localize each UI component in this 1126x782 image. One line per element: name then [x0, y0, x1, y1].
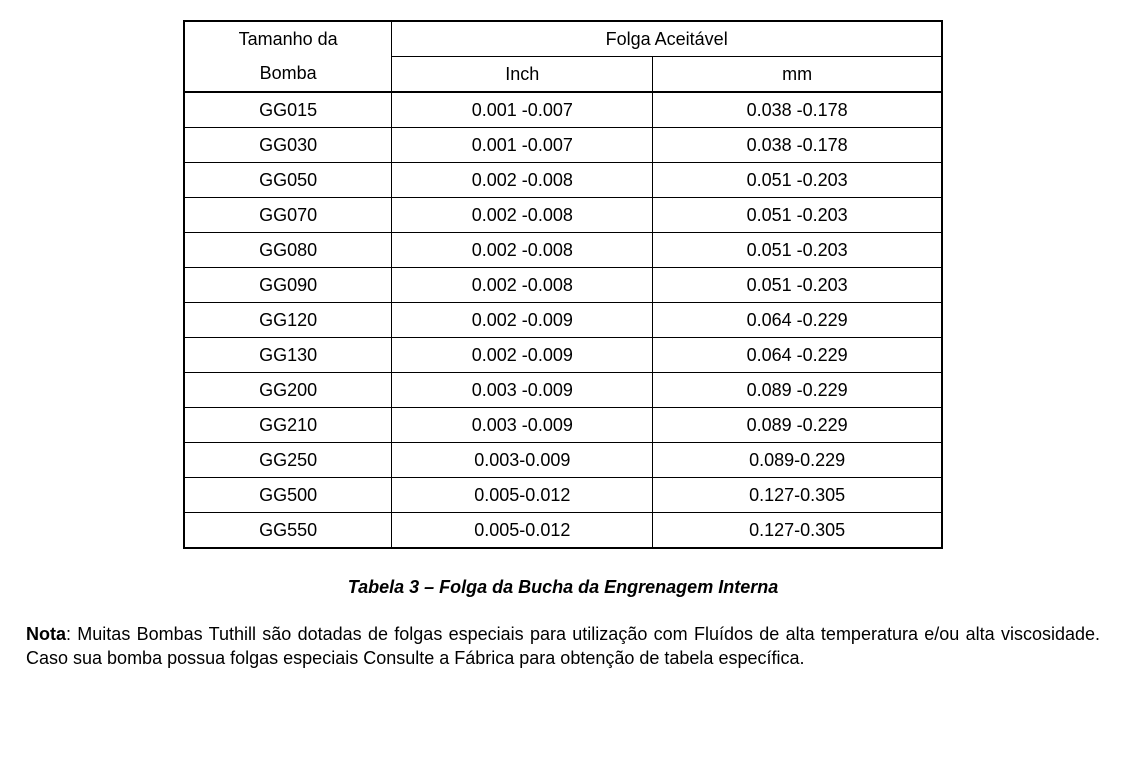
cell-pumpsize: GG250 — [184, 443, 392, 478]
cell-inch: 0.002 -0.009 — [392, 338, 653, 373]
cell-pumpsize: GG210 — [184, 408, 392, 443]
note-paragraph: Nota: Muitas Bombas Tuthill são dotadas … — [26, 622, 1100, 671]
note-text: : Muitas Bombas Tuthill são dotadas de f… — [26, 624, 1100, 668]
cell-inch: 0.002 -0.008 — [392, 198, 653, 233]
table-caption: Tabela 3 – Folga da Bucha da Engrenagem … — [20, 577, 1106, 598]
cell-mm: 0.089 -0.229 — [653, 408, 942, 443]
cell-mm: 0.127-0.305 — [653, 513, 942, 549]
cell-mm: 0.051 -0.203 — [653, 198, 942, 233]
table-container: Tamanho daFolga AceitávelBombaInchmmGG01… — [20, 20, 1106, 549]
table-row: GG0800.002 -0.0080.051 -0.203 — [184, 233, 942, 268]
cell-pumpsize: GG200 — [184, 373, 392, 408]
cell-pumpsize: GG050 — [184, 163, 392, 198]
header-clearance: Folga Aceitável — [392, 21, 942, 57]
cell-pumpsize: GG070 — [184, 198, 392, 233]
clearance-table: Tamanho daFolga AceitávelBombaInchmmGG01… — [183, 20, 943, 549]
table-row: GG1300.002 -0.0090.064 -0.229 — [184, 338, 942, 373]
table-row: GG0500.002 -0.0080.051 -0.203 — [184, 163, 942, 198]
cell-pumpsize: GG120 — [184, 303, 392, 338]
table-row: GG0700.002 -0.0080.051 -0.203 — [184, 198, 942, 233]
note-label: Nota — [26, 624, 66, 644]
header-pumpsize-line1: Tamanho da — [184, 21, 392, 57]
cell-pumpsize: GG550 — [184, 513, 392, 549]
cell-inch: 0.005-0.012 — [392, 478, 653, 513]
cell-mm: 0.089 -0.229 — [653, 373, 942, 408]
cell-inch: 0.003 -0.009 — [392, 408, 653, 443]
cell-inch: 0.002 -0.008 — [392, 233, 653, 268]
cell-pumpsize: GG500 — [184, 478, 392, 513]
table-row: GG0150.001 -0.0070.038 -0.178 — [184, 92, 942, 128]
cell-inch: 0.003 -0.009 — [392, 373, 653, 408]
cell-mm: 0.064 -0.229 — [653, 303, 942, 338]
cell-inch: 0.001 -0.007 — [392, 92, 653, 128]
table-row: GG0300.001 -0.0070.038 -0.178 — [184, 128, 942, 163]
header-mm: mm — [653, 57, 942, 93]
cell-inch: 0.002 -0.009 — [392, 303, 653, 338]
cell-mm: 0.089-0.229 — [653, 443, 942, 478]
cell-mm: 0.051 -0.203 — [653, 163, 942, 198]
cell-mm: 0.064 -0.229 — [653, 338, 942, 373]
table-row: GG5500.005-0.0120.127-0.305 — [184, 513, 942, 549]
table-row: GG5000.005-0.0120.127-0.305 — [184, 478, 942, 513]
header-pumpsize-line2: Bomba — [184, 57, 392, 93]
cell-inch: 0.002 -0.008 — [392, 163, 653, 198]
cell-pumpsize: GG015 — [184, 92, 392, 128]
cell-pumpsize: GG090 — [184, 268, 392, 303]
table-row: GG1200.002 -0.0090.064 -0.229 — [184, 303, 942, 338]
table-row: GG2000.003 -0.0090.089 -0.229 — [184, 373, 942, 408]
cell-mm: 0.038 -0.178 — [653, 128, 942, 163]
cell-inch: 0.005-0.012 — [392, 513, 653, 549]
cell-pumpsize: GG030 — [184, 128, 392, 163]
cell-inch: 0.001 -0.007 — [392, 128, 653, 163]
cell-mm: 0.051 -0.203 — [653, 268, 942, 303]
table-row: GG0900.002 -0.0080.051 -0.203 — [184, 268, 942, 303]
cell-pumpsize: GG080 — [184, 233, 392, 268]
table-row: GG2100.003 -0.0090.089 -0.229 — [184, 408, 942, 443]
cell-mm: 0.051 -0.203 — [653, 233, 942, 268]
cell-inch: 0.003-0.009 — [392, 443, 653, 478]
header-inch: Inch — [392, 57, 653, 93]
cell-mm: 0.038 -0.178 — [653, 92, 942, 128]
cell-inch: 0.002 -0.008 — [392, 268, 653, 303]
cell-mm: 0.127-0.305 — [653, 478, 942, 513]
table-row: GG2500.003-0.0090.089-0.229 — [184, 443, 942, 478]
cell-pumpsize: GG130 — [184, 338, 392, 373]
